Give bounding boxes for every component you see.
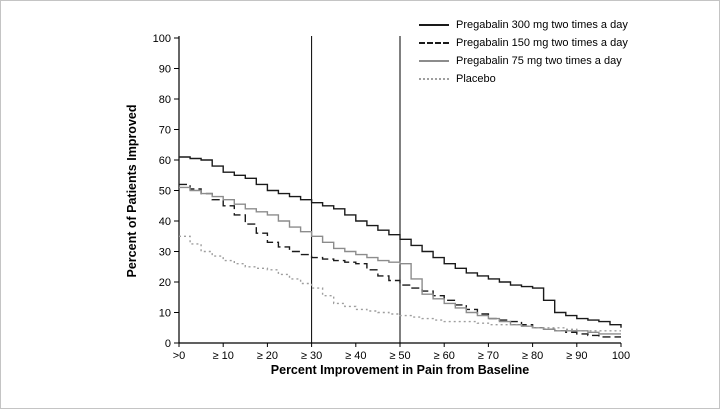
legend-item-placebo: Placebo	[419, 71, 628, 86]
legend-label: Pregabalin 75 mg two times a day	[456, 54, 622, 67]
y-tick-label: 70	[159, 125, 171, 137]
y-tick-label: 10	[159, 308, 171, 320]
solid-gray-line-swatch	[419, 59, 449, 62]
y-tick-label: 0	[165, 338, 171, 350]
x-tick-label: ≥ 50	[389, 350, 410, 362]
y-tick-label: 30	[159, 247, 171, 259]
y-tick-label: 90	[159, 64, 171, 76]
y-tick-label: 20	[159, 277, 171, 289]
series-line-0	[179, 156, 622, 328]
series-line-2	[179, 186, 621, 335]
x-tick-label: ≥ 40	[345, 350, 366, 362]
legend-item-pregabalin-75: Pregabalin 75 mg two times a day	[419, 53, 628, 68]
legend-label: Pregabalin 300 mg two times a day	[456, 18, 628, 31]
y-tick-label: 60	[159, 155, 171, 167]
x-tick-label: ≥ 80	[522, 350, 543, 362]
x-axis-title: Percent Improvement in Pain from Baselin…	[270, 363, 530, 377]
x-tick-label: ≥ 90	[566, 350, 587, 362]
y-tick-label: 100	[153, 33, 171, 45]
y-axis-title: Percent of Patients Improved	[125, 104, 139, 278]
x-tick-label: ≥ 60	[434, 350, 455, 362]
x-tick-label: ≥ 10	[213, 350, 234, 362]
legend-label: Placebo	[456, 72, 496, 85]
legend-item-pregabalin-150: Pregabalin 150 mg two times a day	[419, 35, 628, 50]
legend-item-pregabalin-300: Pregabalin 300 mg two times a day	[419, 17, 628, 32]
x-tick-label: >0	[173, 350, 186, 362]
y-tick-label: 80	[159, 94, 171, 106]
x-tick-label: 100	[612, 350, 630, 362]
y-tick-label: 50	[159, 186, 171, 198]
legend: Pregabalin 300 mg two times a day Pregab…	[419, 17, 628, 86]
x-tick-label: ≥ 70	[478, 350, 499, 362]
solid-black-line-swatch	[419, 23, 449, 26]
x-tick-label: ≥ 30	[301, 350, 322, 362]
x-tick-label: ≥ 20	[257, 350, 278, 362]
legend-label: Pregabalin 150 mg two times a day	[456, 36, 628, 49]
y-tick-label: 40	[159, 216, 171, 228]
dotted-gray-line-swatch	[419, 77, 449, 80]
dashed-black-line-swatch	[419, 41, 449, 44]
series-line-3	[179, 235, 621, 332]
